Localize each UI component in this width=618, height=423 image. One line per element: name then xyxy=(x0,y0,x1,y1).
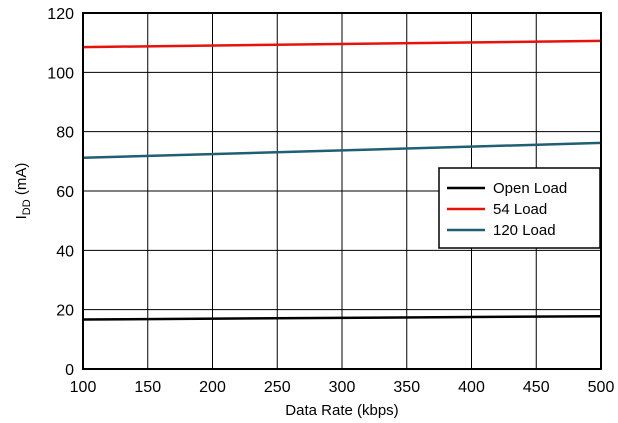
y-tick-labels: 0 20 40 60 80 100 120 xyxy=(47,6,74,379)
x-tick-labels: 100 150 200 250 300 350 400 450 500 xyxy=(70,379,615,396)
y-tick-label: 120 xyxy=(47,6,74,23)
y-tick-label: 20 xyxy=(56,303,74,320)
x-tick-label: 500 xyxy=(588,379,615,396)
y-tick-label: 0 xyxy=(65,362,74,379)
y-tick-label: 40 xyxy=(56,243,74,260)
legend: Open Load 54 Load 120 Load xyxy=(438,167,601,249)
y-tick-label: 80 xyxy=(56,125,74,142)
y-axis-title-subscript: DD xyxy=(21,199,33,215)
x-tick-label: 250 xyxy=(264,379,291,396)
legend-label-54-load: 54 Load xyxy=(493,201,547,218)
legend-label-120-load: 120 Load xyxy=(493,222,556,239)
x-tick-label: 300 xyxy=(329,379,356,396)
series-line-open-load xyxy=(82,314,602,321)
x-tick-label: 200 xyxy=(199,379,226,396)
x-axis-title: Data Rate (kbps) xyxy=(285,402,398,419)
x-tick-label: 350 xyxy=(393,379,420,396)
plot-frame xyxy=(82,12,602,370)
series-layer xyxy=(82,39,602,321)
series-line-54-load xyxy=(82,39,602,49)
y-tick-label: 60 xyxy=(56,184,74,201)
y-axis-title-main: I xyxy=(13,215,30,219)
x-tick-label: 150 xyxy=(134,379,161,396)
x-tick-label: 400 xyxy=(458,379,485,396)
legend-label-open-load: Open Load xyxy=(493,180,567,197)
y-axis-title: IDD (mA) xyxy=(13,163,33,220)
series-line-120-load xyxy=(82,141,602,160)
y-tick-label: 100 xyxy=(47,65,74,82)
x-tick-label: 450 xyxy=(523,379,550,396)
y-axis-title-unit: (mA) xyxy=(13,163,30,200)
x-tick-label: 100 xyxy=(70,379,97,396)
